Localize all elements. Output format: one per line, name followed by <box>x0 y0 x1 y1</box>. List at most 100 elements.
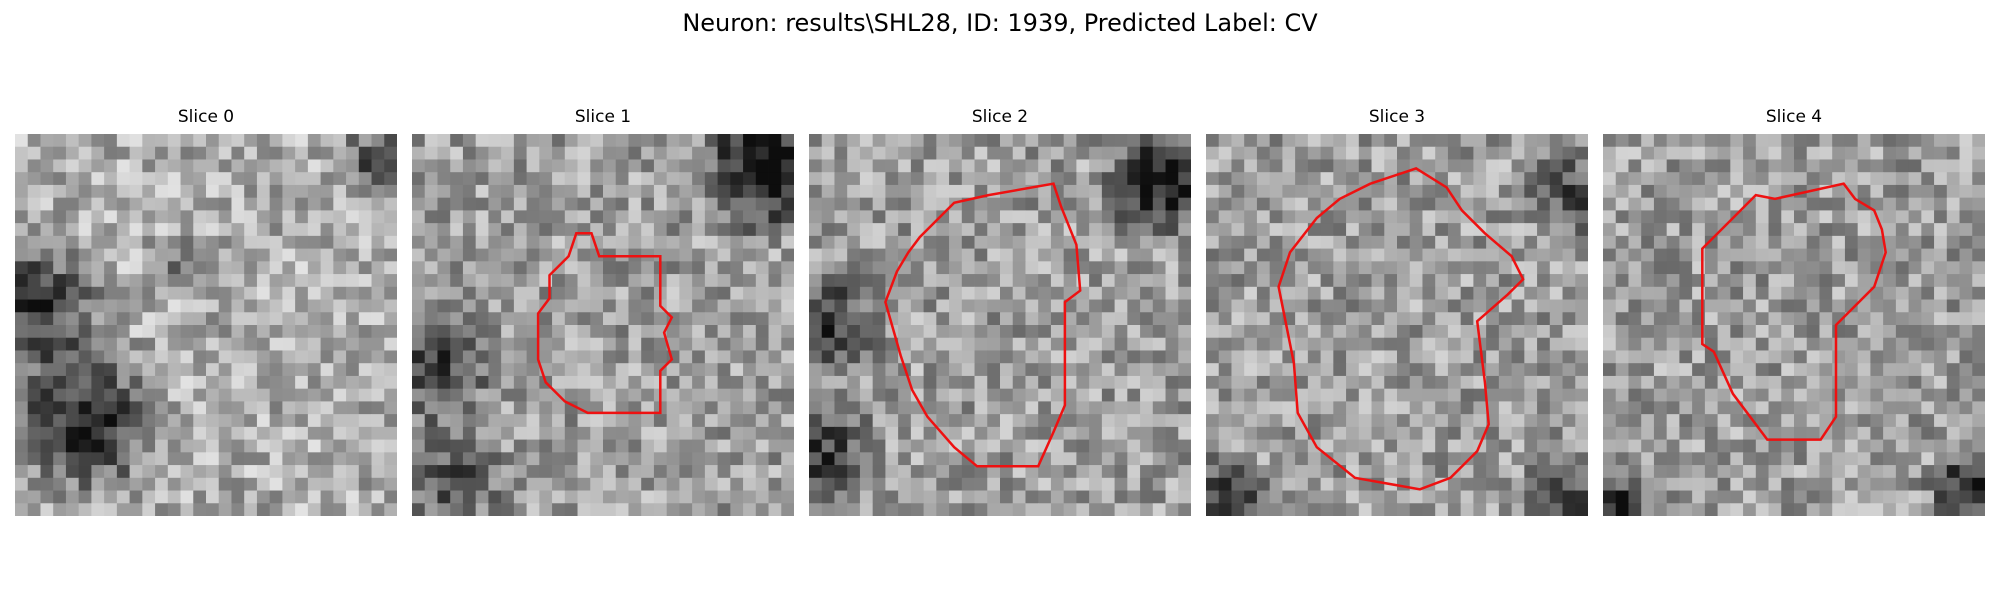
image-pixel <box>1178 248 1191 262</box>
image-pixel <box>821 286 835 300</box>
image-pixel <box>526 197 540 211</box>
image-pixel <box>116 299 130 313</box>
image-pixel <box>1269 337 1283 351</box>
image-pixel <box>450 248 464 262</box>
image-pixel <box>1768 414 1782 428</box>
image-pixel <box>628 325 642 339</box>
image-pixel <box>1422 210 1436 224</box>
image-pixel <box>1511 235 1525 249</box>
image-pixel <box>859 184 874 199</box>
image-pixel <box>1511 337 1525 351</box>
image-pixel <box>704 286 718 300</box>
image-pixel <box>256 414 271 428</box>
image-pixel <box>1127 426 1141 440</box>
image-pixel <box>27 235 41 249</box>
image-pixel <box>1101 261 1115 275</box>
image-pixel <box>437 184 451 199</box>
image-pixel <box>1435 401 1449 415</box>
image-pixel <box>1704 388 1718 402</box>
image-pixel <box>1244 325 1258 339</box>
image-pixel <box>1743 414 1757 428</box>
image-pixel <box>206 299 220 313</box>
image-pixel <box>282 337 296 351</box>
image-pixel <box>1320 312 1334 326</box>
image-pixel <box>641 159 655 173</box>
image-pixel <box>462 439 477 453</box>
image-pixel <box>1178 401 1191 415</box>
image-pixel <box>717 172 731 186</box>
image-pixel <box>1409 235 1423 249</box>
image-pixel <box>142 286 156 300</box>
image-pixel <box>1333 490 1347 504</box>
image-pixel <box>1895 197 1909 211</box>
image-pixel <box>1511 401 1525 415</box>
image-pixel <box>1844 197 1859 211</box>
image-pixel <box>1666 477 1680 491</box>
image-pixel <box>1946 299 1960 313</box>
image-pixel <box>488 401 502 415</box>
image-pixel <box>1295 312 1309 326</box>
image-pixel <box>834 274 848 288</box>
image-pixel <box>218 146 232 160</box>
image-pixel <box>1806 197 1820 211</box>
image-pixel <box>809 210 823 224</box>
image-pixel <box>1628 197 1642 211</box>
image-pixel <box>1346 452 1360 466</box>
image-pixel <box>155 490 169 504</box>
image-pixel <box>1692 477 1706 491</box>
image-pixel <box>1768 350 1782 364</box>
image-pixel <box>424 210 438 224</box>
image-pixel <box>167 465 181 479</box>
image-pixel <box>1794 159 1808 173</box>
image-pixel <box>590 197 604 211</box>
image-pixel <box>1038 286 1052 300</box>
image-pixel <box>564 375 578 390</box>
image-pixel <box>129 134 143 148</box>
image-pixel <box>526 465 540 479</box>
image-pixel <box>898 299 912 313</box>
image-pixel <box>475 248 489 262</box>
image-pixel <box>91 274 105 288</box>
image-pixel <box>1615 325 1629 339</box>
image-pixel <box>501 159 515 173</box>
image-pixel <box>1895 172 1909 186</box>
image-pixel <box>346 363 360 377</box>
image-pixel <box>282 465 296 479</box>
image-pixel <box>1178 388 1191 402</box>
image-pixel <box>1959 299 1973 313</box>
image-pixel <box>1178 465 1191 479</box>
image-pixel <box>1114 375 1128 390</box>
image-pixel <box>949 261 963 275</box>
image-pixel <box>526 388 540 402</box>
image-pixel <box>320 401 334 415</box>
image-pixel <box>1524 490 1538 504</box>
image-pixel <box>513 184 527 199</box>
image-pixel <box>1114 159 1128 173</box>
image-pixel <box>704 274 718 288</box>
image-pixel <box>961 261 975 275</box>
image-pixel <box>475 159 489 173</box>
image-pixel <box>1244 414 1258 428</box>
image-pixel <box>1320 248 1334 262</box>
image-pixel <box>768 312 782 326</box>
image-pixel <box>65 184 80 199</box>
image-pixel <box>282 197 296 211</box>
image-pixel <box>193 465 207 479</box>
image-pixel <box>1435 299 1449 313</box>
image-pixel <box>1653 337 1668 351</box>
image-pixel <box>412 350 426 364</box>
image-pixel <box>193 172 207 186</box>
image-pixel <box>1615 426 1629 440</box>
image-pixel <box>885 490 899 504</box>
image-pixel <box>256 465 271 479</box>
image-pixel <box>1628 312 1642 326</box>
image-pixel <box>1641 363 1655 377</box>
image-pixel <box>1447 134 1462 148</box>
image-pixel <box>1409 439 1423 453</box>
image-pixel <box>1114 337 1128 351</box>
image-pixel <box>244 350 258 364</box>
image-pixel <box>704 325 718 339</box>
image-pixel <box>1178 223 1191 237</box>
image-pixel <box>1307 363 1321 377</box>
image-pixel <box>590 134 604 148</box>
